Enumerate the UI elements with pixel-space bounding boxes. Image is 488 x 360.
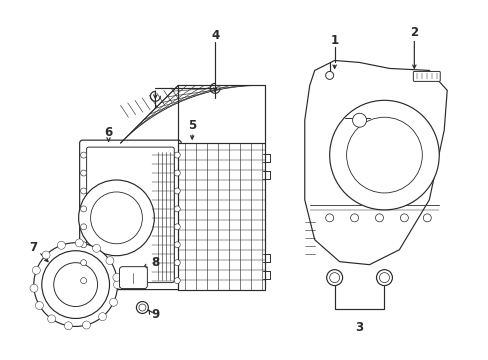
Polygon shape xyxy=(178,143,264,289)
Circle shape xyxy=(329,100,438,210)
Polygon shape xyxy=(304,60,447,265)
Circle shape xyxy=(57,241,65,249)
Circle shape xyxy=(99,313,106,321)
Circle shape xyxy=(82,321,90,329)
Circle shape xyxy=(81,170,86,176)
Circle shape xyxy=(136,302,148,314)
Circle shape xyxy=(81,188,86,194)
Circle shape xyxy=(81,152,86,158)
FancyBboxPatch shape xyxy=(412,71,439,81)
Circle shape xyxy=(42,251,50,259)
Text: 5: 5 xyxy=(188,119,196,132)
Circle shape xyxy=(326,270,342,285)
Circle shape xyxy=(174,170,180,176)
Text: 7: 7 xyxy=(29,241,37,254)
FancyBboxPatch shape xyxy=(119,267,147,289)
Circle shape xyxy=(174,152,180,158)
Circle shape xyxy=(106,257,114,265)
Circle shape xyxy=(174,188,180,194)
FancyBboxPatch shape xyxy=(80,140,181,289)
Circle shape xyxy=(329,273,339,283)
Circle shape xyxy=(376,270,392,285)
Circle shape xyxy=(75,239,83,247)
Circle shape xyxy=(400,214,407,222)
FancyBboxPatch shape xyxy=(86,147,174,283)
Text: 1: 1 xyxy=(330,34,338,47)
Circle shape xyxy=(325,214,333,222)
Circle shape xyxy=(423,214,430,222)
Text: 6: 6 xyxy=(104,126,112,139)
Circle shape xyxy=(174,260,180,266)
Circle shape xyxy=(92,244,101,252)
Circle shape xyxy=(81,278,86,284)
Circle shape xyxy=(30,284,38,292)
Circle shape xyxy=(54,263,98,306)
Circle shape xyxy=(174,206,180,212)
Text: 4: 4 xyxy=(210,29,219,42)
Text: 9: 9 xyxy=(151,308,159,321)
Circle shape xyxy=(350,214,358,222)
Circle shape xyxy=(375,214,383,222)
Circle shape xyxy=(81,224,86,230)
Circle shape xyxy=(81,206,86,212)
Text: 3: 3 xyxy=(355,321,363,334)
Circle shape xyxy=(109,298,117,306)
Circle shape xyxy=(41,251,109,319)
Circle shape xyxy=(47,315,56,323)
Circle shape xyxy=(174,224,180,230)
Circle shape xyxy=(346,117,422,193)
Circle shape xyxy=(79,180,154,256)
Circle shape xyxy=(113,280,121,289)
Circle shape xyxy=(174,278,180,284)
Text: 8: 8 xyxy=(151,256,159,269)
Circle shape xyxy=(379,273,388,283)
Circle shape xyxy=(64,322,72,330)
Circle shape xyxy=(35,302,43,310)
Text: 2: 2 xyxy=(409,26,418,39)
Circle shape xyxy=(139,304,145,311)
Circle shape xyxy=(174,242,180,248)
Circle shape xyxy=(325,71,333,80)
Circle shape xyxy=(34,243,117,327)
Circle shape xyxy=(81,242,86,248)
Circle shape xyxy=(32,266,40,274)
Circle shape xyxy=(90,192,142,244)
Circle shape xyxy=(113,273,121,281)
Circle shape xyxy=(81,260,86,266)
Circle shape xyxy=(352,113,366,127)
